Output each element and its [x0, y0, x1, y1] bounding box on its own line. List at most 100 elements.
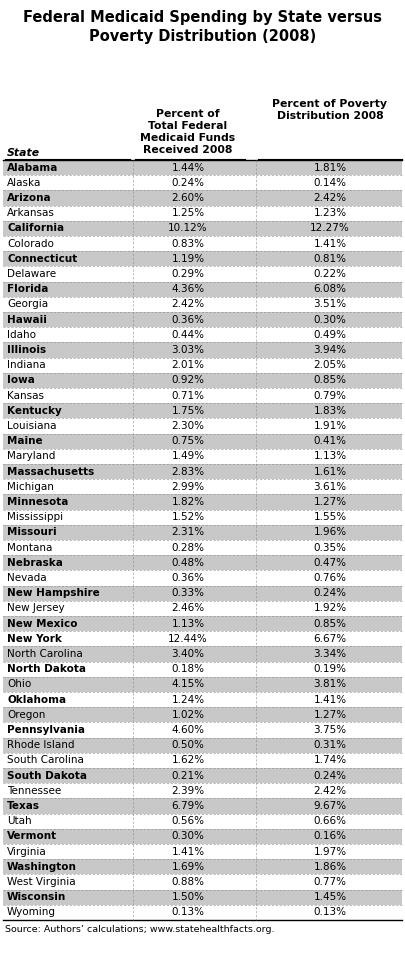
Text: 1.13%: 1.13%	[313, 452, 347, 461]
Text: Vermont: Vermont	[7, 832, 57, 841]
Text: 1.44%: 1.44%	[171, 163, 205, 172]
Bar	[3, 555, 402, 570]
Text: 12.27%: 12.27%	[310, 223, 350, 234]
Text: 0.33%: 0.33%	[171, 589, 205, 598]
Text: 0.81%: 0.81%	[313, 254, 347, 264]
Text: 1.52%: 1.52%	[171, 512, 205, 523]
Text: 6.08%: 6.08%	[313, 284, 347, 294]
Text: 4.15%: 4.15%	[171, 679, 205, 689]
Bar	[3, 859, 402, 875]
Text: 1.02%: 1.02%	[171, 710, 205, 720]
Text: 0.92%: 0.92%	[171, 375, 205, 386]
Text: 0.13%: 0.13%	[171, 907, 205, 918]
Text: 0.66%: 0.66%	[313, 816, 347, 826]
Text: 3.40%: 3.40%	[171, 649, 205, 659]
Bar	[3, 646, 402, 661]
Text: 2.42%: 2.42%	[313, 193, 347, 203]
Text: 0.56%: 0.56%	[171, 816, 205, 826]
Text: 0.75%: 0.75%	[171, 436, 205, 446]
Text: 1.96%: 1.96%	[313, 527, 347, 538]
Text: 3.94%: 3.94%	[313, 345, 347, 355]
Text: Missouri: Missouri	[7, 527, 57, 538]
Bar	[3, 890, 402, 904]
Text: 3.61%: 3.61%	[313, 481, 347, 492]
Text: 0.88%: 0.88%	[171, 877, 205, 887]
Text: Source: Authors’ calculations; www.statehealthfacts.org.: Source: Authors’ calculations; www.state…	[5, 925, 275, 934]
Text: California: California	[7, 223, 64, 234]
Bar	[3, 707, 402, 723]
Text: 0.16%: 0.16%	[313, 832, 347, 841]
Text: Nevada: Nevada	[7, 573, 47, 583]
Text: Pennsylvania: Pennsylvania	[7, 725, 85, 735]
Bar	[3, 524, 402, 540]
Text: 0.30%: 0.30%	[313, 315, 346, 324]
Text: State: State	[7, 148, 40, 158]
Text: 0.41%: 0.41%	[313, 436, 347, 446]
Text: 1.41%: 1.41%	[171, 847, 205, 857]
Text: 0.79%: 0.79%	[313, 390, 347, 401]
Text: 2.05%: 2.05%	[313, 360, 347, 370]
Text: 2.39%: 2.39%	[171, 786, 205, 796]
Text: Nebraska: Nebraska	[7, 558, 63, 568]
Text: 3.81%: 3.81%	[313, 679, 347, 689]
Bar	[3, 495, 402, 509]
Bar	[3, 434, 402, 449]
Text: 2.01%: 2.01%	[171, 360, 205, 370]
Text: Connecticut: Connecticut	[7, 254, 77, 264]
Text: 2.30%: 2.30%	[171, 421, 205, 431]
Text: 0.18%: 0.18%	[171, 664, 205, 674]
Text: 1.86%: 1.86%	[313, 862, 347, 872]
Bar	[3, 829, 402, 844]
Text: Kentucky: Kentucky	[7, 406, 62, 415]
Bar	[3, 373, 402, 388]
Bar	[3, 403, 402, 418]
Text: 2.42%: 2.42%	[171, 300, 205, 309]
Text: 1.27%: 1.27%	[313, 710, 347, 720]
Text: 0.36%: 0.36%	[171, 573, 205, 583]
Text: 1.13%: 1.13%	[171, 618, 205, 629]
Text: Louisiana: Louisiana	[7, 421, 57, 431]
Text: Percent of Poverty
Distribution 2008: Percent of Poverty Distribution 2008	[273, 99, 388, 121]
Text: 0.36%: 0.36%	[171, 315, 205, 324]
Text: Ohio: Ohio	[7, 679, 31, 689]
Bar	[3, 281, 402, 297]
Text: Hawaii: Hawaii	[7, 315, 47, 324]
Text: Indiana: Indiana	[7, 360, 46, 370]
Bar	[3, 160, 402, 175]
Text: North Dakota: North Dakota	[7, 664, 86, 674]
Text: Wisconsin: Wisconsin	[7, 892, 66, 902]
Text: 1.75%: 1.75%	[171, 406, 205, 415]
Text: 0.76%: 0.76%	[313, 573, 347, 583]
Text: 10.12%: 10.12%	[168, 223, 208, 234]
Text: 1.23%: 1.23%	[313, 209, 347, 218]
Text: 0.48%: 0.48%	[171, 558, 205, 568]
Text: Massachusetts: Massachusetts	[7, 467, 94, 477]
Text: 0.24%: 0.24%	[313, 770, 347, 781]
Text: 1.45%: 1.45%	[313, 892, 347, 902]
Text: Montana: Montana	[7, 543, 52, 552]
Text: Arizona: Arizona	[7, 193, 51, 203]
Text: 1.41%: 1.41%	[313, 238, 347, 249]
Text: 0.47%: 0.47%	[313, 558, 347, 568]
Text: South Carolina: South Carolina	[7, 755, 84, 766]
Text: Idaho: Idaho	[7, 330, 36, 340]
Text: 0.13%: 0.13%	[313, 907, 347, 918]
Text: 3.03%: 3.03%	[171, 345, 205, 355]
Text: 0.85%: 0.85%	[313, 375, 347, 386]
Text: Wyoming: Wyoming	[7, 907, 56, 918]
Text: 0.14%: 0.14%	[313, 178, 347, 188]
Text: 0.77%: 0.77%	[313, 877, 347, 887]
Text: New Hampshire: New Hampshire	[7, 589, 100, 598]
Bar	[3, 677, 402, 692]
Text: 1.19%: 1.19%	[171, 254, 205, 264]
Text: 6.79%: 6.79%	[171, 801, 205, 811]
Text: 1.27%: 1.27%	[313, 497, 347, 507]
Text: 1.55%: 1.55%	[313, 512, 347, 523]
Text: Texas: Texas	[7, 801, 40, 811]
Text: Mississippi: Mississippi	[7, 512, 63, 523]
Text: 4.60%: 4.60%	[171, 725, 205, 735]
Bar	[3, 768, 402, 783]
Text: New Mexico: New Mexico	[7, 618, 77, 629]
Text: Iowa: Iowa	[7, 375, 35, 386]
Text: 0.19%: 0.19%	[313, 664, 347, 674]
